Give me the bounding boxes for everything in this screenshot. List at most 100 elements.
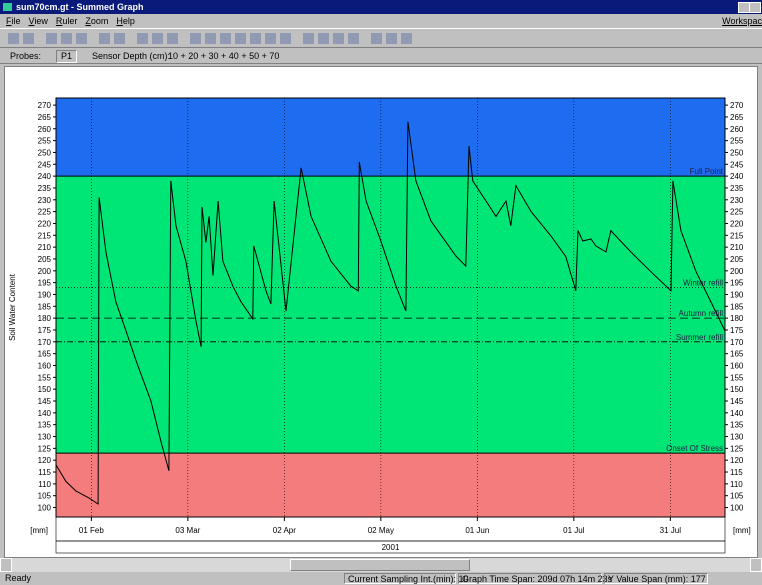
y-tick-label-right: 260: [730, 125, 744, 134]
y-tick-label-right: 190: [730, 290, 744, 299]
y-tick-label: 220: [38, 219, 52, 228]
x-tick-label: 03 Mar: [175, 526, 200, 535]
toolbar-button[interactable]: [303, 33, 314, 44]
maximize-button[interactable]: [749, 2, 761, 13]
y-tick-label: 125: [38, 444, 52, 453]
y-tick-label-right: 225: [730, 208, 744, 217]
x-tick-label: 01 Feb: [79, 526, 104, 535]
y-tick-label-right: 115: [730, 468, 743, 477]
toolbar-button[interactable]: [8, 33, 19, 44]
scroll-right[interactable]: [750, 558, 762, 572]
menu-item[interactable]: View: [28, 16, 48, 26]
y-tick-label: 240: [38, 172, 52, 181]
toolbar-button[interactable]: [61, 33, 72, 44]
scroll-left[interactable]: [0, 558, 12, 572]
reference-label: Summer refill: [676, 333, 723, 342]
y-tick-label: 260: [38, 125, 52, 134]
app-icon: [3, 3, 12, 11]
y-tick-label-right: 195: [730, 279, 744, 288]
x-tick-label: 31 Jul: [660, 526, 682, 535]
y-tick-label: 100: [38, 504, 52, 513]
toolbar-button[interactable]: [152, 33, 163, 44]
y-axis-label: Soil Water Content: [8, 273, 17, 341]
y-tick-label-right: 245: [730, 160, 744, 169]
y-tick-label-right: 125: [730, 444, 744, 453]
toolbar-button[interactable]: [99, 33, 110, 44]
year-strip: [55, 540, 726, 554]
probe-field[interactable]: P1: [56, 50, 78, 63]
chart-panel: 100 100 105 105 110 110 115 115 120 120 125 125 130 1…: [4, 66, 758, 558]
y-tick-label-right: 160: [730, 361, 744, 370]
y-tick-label: 225: [38, 208, 52, 217]
y-tick-label: 245: [38, 160, 52, 169]
y-tick-label: 255: [38, 137, 52, 146]
zone-saturated: [56, 98, 725, 177]
toolbar-button[interactable]: [333, 33, 344, 44]
y-tick-label-right: 235: [730, 184, 744, 193]
menu-item[interactable]: Zoom: [85, 16, 109, 26]
y-tick-label-right: 175: [730, 326, 744, 335]
toolbar-button[interactable]: [250, 33, 261, 44]
scroll-thumb[interactable]: [290, 559, 470, 571]
menu-item[interactable]: Ruler: [55, 16, 78, 26]
x-tick-label: 02 May: [368, 526, 394, 535]
status-sampling: Current Sampling Int.(min): 10: [344, 573, 469, 584]
toolbar-button[interactable]: [371, 33, 382, 44]
y-tick-label-right: 135: [730, 421, 744, 430]
scrollbar[interactable]: [0, 558, 762, 572]
toolbar-button[interactable]: [280, 33, 291, 44]
toolbar-button[interactable]: [348, 33, 359, 44]
toolbar-button[interactable]: [190, 33, 201, 44]
y-tick-label: 175: [38, 326, 52, 335]
y-tick-label-right: 240: [730, 172, 744, 181]
y-tick-label: 200: [38, 267, 52, 276]
y-tick-label: 115: [38, 468, 51, 477]
toolbar-button[interactable]: [220, 33, 231, 44]
toolbar-button[interactable]: [265, 33, 276, 44]
menu-item[interactable]: Help: [116, 16, 135, 26]
status-timespan: Graph Time Span: 209d 07h 14m 23s: [458, 573, 612, 584]
y-tick-label: 235: [38, 184, 52, 193]
y-tick-label: 160: [38, 361, 52, 370]
toolbar-button[interactable]: [46, 33, 57, 44]
y-tick-label-right: 120: [730, 456, 744, 465]
y-tick-label: 130: [38, 433, 52, 442]
y-tick-label-right: 185: [730, 302, 744, 311]
reference-label: Onset Of Stress: [666, 444, 723, 453]
y-tick-label-right: 170: [730, 338, 744, 347]
y-tick-label: 250: [38, 148, 52, 157]
toolbar-button[interactable]: [114, 33, 125, 44]
y-tick-label-right: 265: [730, 113, 744, 122]
toolbar: [0, 28, 762, 48]
y-tick-label: 105: [38, 492, 52, 501]
toolbar-button[interactable]: [23, 33, 34, 44]
probes-label: Probes:: [10, 51, 42, 61]
y-tick-label-right: 105: [730, 492, 744, 501]
y-tick-label-right: 255: [730, 137, 744, 146]
x-tick-label: 01 Jun: [465, 526, 489, 535]
title-bar: sum70cm.gt - Summed Graph: [0, 0, 762, 14]
y-tick-label: 270: [38, 101, 52, 110]
y-tick-label: 140: [38, 409, 52, 418]
menu-item[interactable]: File: [6, 16, 21, 26]
toolbar-button[interactable]: [401, 33, 412, 44]
toolbar-button[interactable]: [235, 33, 246, 44]
toolbar-button[interactable]: [167, 33, 178, 44]
y-tick-label: 185: [38, 302, 52, 311]
toolbar-button[interactable]: [137, 33, 148, 44]
y-tick-label-right: 215: [730, 231, 744, 240]
window-title: sum70cm.gt - Summed Graph: [16, 2, 144, 12]
y-tick-label: 180: [38, 314, 52, 323]
toolbar-button[interactable]: [76, 33, 87, 44]
menu-item[interactable]: Workspac: [722, 16, 762, 26]
y-tick-label-right: 100: [730, 504, 744, 513]
y-tick-label-right: 110: [730, 480, 743, 489]
toolbar-button[interactable]: [205, 33, 216, 44]
y-tick-label: 170: [38, 338, 52, 347]
status-bar: Ready Current Sampling Int.(min): 10 Gra…: [0, 572, 762, 585]
y-tick-label: 205: [38, 255, 52, 264]
toolbar-button[interactable]: [318, 33, 329, 44]
y-tick-label-right: 230: [730, 196, 744, 205]
y-tick-label: 215: [38, 231, 52, 240]
toolbar-button[interactable]: [386, 33, 397, 44]
